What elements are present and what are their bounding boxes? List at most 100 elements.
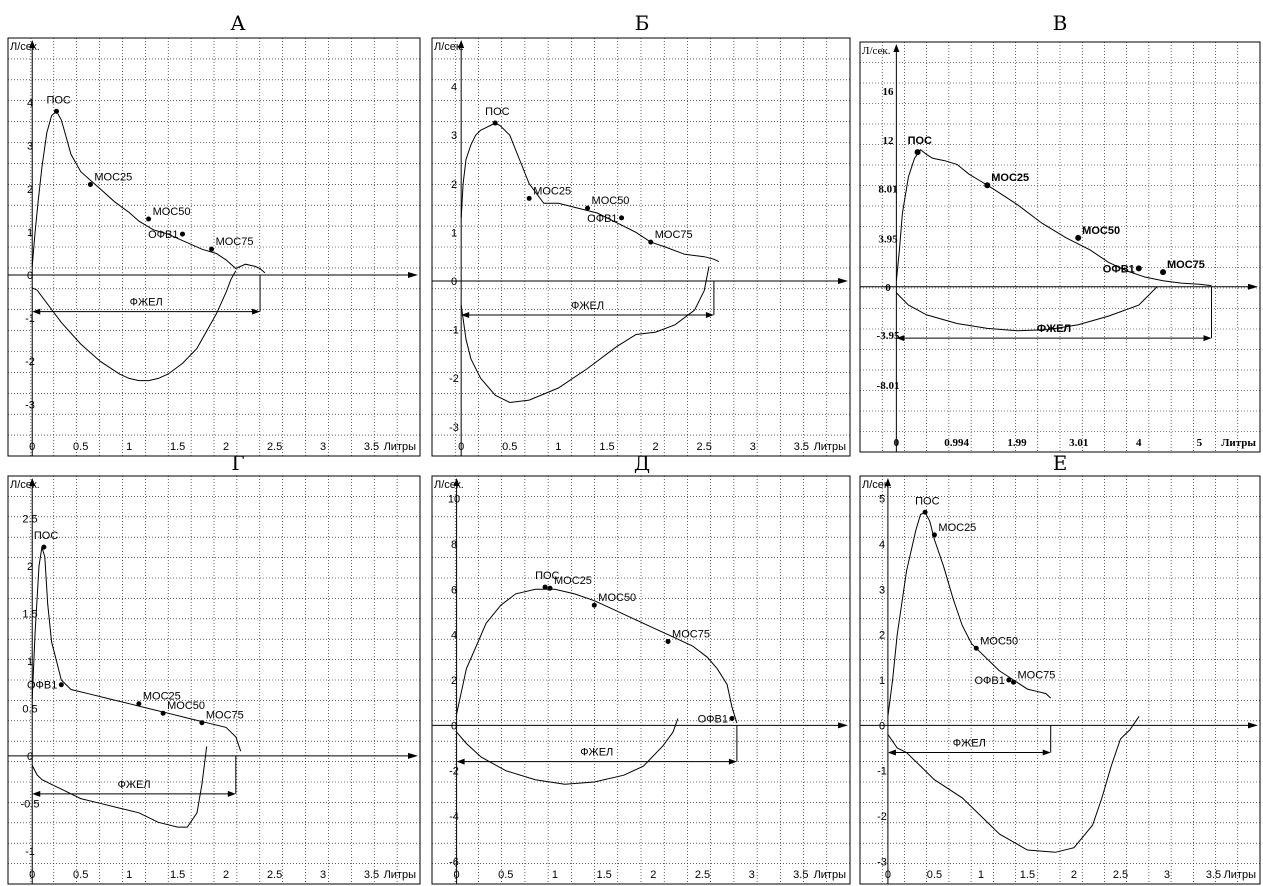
y-tick-label: -4 <box>449 811 459 823</box>
fvc-label: ФЖЕЛ <box>130 297 163 309</box>
x-tick-label: 1.5 <box>170 441 185 453</box>
x-tick-label: 2 <box>1071 869 1077 881</box>
y-tick-label: -1 <box>25 313 35 325</box>
x-tick-label: 1 <box>126 441 132 453</box>
marker-label: МОС75 <box>672 628 710 640</box>
x-tick-label: 3 <box>750 441 756 453</box>
x-tick-label: 0.5 <box>927 869 942 881</box>
fvc-arrow-left <box>896 335 905 342</box>
marker-label: МОС25 <box>143 691 181 703</box>
y-tick-label: 4 <box>879 539 885 551</box>
marker-label: ОФВ1 <box>148 229 178 241</box>
marker-point <box>729 716 735 722</box>
marker-point <box>591 602 597 608</box>
x-tick-label: 4 <box>1136 437 1142 449</box>
y-axis-arrow <box>893 44 900 52</box>
y-tick-label: 2 <box>27 184 33 196</box>
marker-point <box>41 544 47 550</box>
y-tick-label: 2 <box>27 561 33 573</box>
chart-panel: Б Л/сек. Литры 4 3 2 1 0 -1 -2 -3 0 0.5 1 1.5 2 2.5 3 3.5 Ф… <box>431 11 851 457</box>
x-tick-label: 2.5 <box>267 441 282 453</box>
x-tick-label: 1.99 <box>1007 437 1027 449</box>
marker-label: МОС50 <box>1082 225 1120 237</box>
fvc-arrow-right <box>1042 749 1051 756</box>
y-tick-label: 0.5 <box>22 703 37 715</box>
fvc-label: ФЖЕЛ <box>571 300 604 312</box>
marker-label: МОС50 <box>153 206 191 218</box>
plot-frame <box>431 37 851 457</box>
y-tick-label: 1 <box>451 227 457 239</box>
fvc-arrow-right <box>1203 335 1212 342</box>
marker-point <box>136 701 142 707</box>
y-tick-label: 2 <box>451 179 457 191</box>
marker-label: МОС75 <box>216 236 254 248</box>
marker-point <box>931 532 937 538</box>
fvc-arrow-left <box>456 758 465 765</box>
marker-label: ПОС <box>908 135 932 147</box>
marker-label: ОФВ1 <box>1103 263 1135 275</box>
y-tick-label: -2 <box>25 356 35 368</box>
marker-label: ОФВ1 <box>27 680 57 692</box>
x-tick-label: 1 <box>126 869 132 881</box>
y-tick-label: 3.95 <box>878 233 898 245</box>
marker-point <box>492 120 498 126</box>
y-tick-label: -3 <box>25 399 35 411</box>
marker-point <box>665 638 671 644</box>
marker-label: ПОС <box>34 530 58 542</box>
y-tick-label: 1 <box>879 675 885 687</box>
y-axis-label: Л/сек. <box>10 479 40 491</box>
y-tick-label: 2.5 <box>22 514 37 526</box>
x-axis-label: Литры <box>814 869 847 881</box>
marker-point <box>1135 265 1142 272</box>
x-tick-label: 3 <box>320 441 326 453</box>
chart-title: Г <box>231 451 244 475</box>
x-tick-label: 5 <box>1197 437 1203 449</box>
marker-label: МОС25 <box>938 522 976 534</box>
marker-label: ПОС <box>485 106 509 118</box>
marker-label: МОС75 <box>206 710 244 722</box>
marker-label: МОС25 <box>991 172 1029 184</box>
x-tick-label: 0.5 <box>73 441 88 453</box>
y-tick-label: 0 <box>451 720 457 732</box>
y-tick-label: -3 <box>449 422 459 434</box>
x-tick-label: 0.5 <box>73 869 88 881</box>
marker-label: ОФВ1 <box>974 675 1004 687</box>
y-tick-label: 6 <box>451 584 457 596</box>
y-tick-label: 4 <box>451 630 457 642</box>
chart-panel: Г Л/сек. Литры 2.5 2 1.5 1 0.5 0 -0.5 -1 0 0.5 1 1.5 2 2… <box>7 451 421 885</box>
marker-point <box>1006 677 1012 683</box>
y-tick-label: 3 <box>27 141 33 153</box>
marker-point <box>1160 269 1167 276</box>
y-axis-arrow <box>29 478 36 486</box>
x-axis-label: Литры <box>384 441 417 453</box>
x-tick-label: 3 <box>749 869 755 881</box>
marker-point <box>199 720 205 726</box>
x-tick-label: 0.5 <box>502 441 517 453</box>
fvc-arrow-left <box>461 312 470 319</box>
x-tick-label: 1.5 <box>599 441 614 453</box>
marker-point <box>547 585 553 591</box>
x-tick-label: 2 <box>223 869 229 881</box>
chart-panel: В Л/сек. Литры 16 12 8.01 3.95 0 -3.95 -8.01 0 0.99… <box>859 11 1261 453</box>
y-axis-label: Л/сек. <box>862 45 891 57</box>
fvc-label: ФЖЕЛ <box>117 779 150 791</box>
x-tick-label: 3.5 <box>1206 869 1221 881</box>
marker-point <box>160 710 166 716</box>
inspiration-curve <box>456 718 679 785</box>
chart-title: В <box>1053 11 1068 35</box>
y-tick-label: -2 <box>449 766 459 778</box>
y-tick-label: 3 <box>451 130 457 142</box>
x-axis-arrow <box>1248 722 1258 729</box>
x-tick-label: 2 <box>223 441 229 453</box>
y-tick-label: 4 <box>27 98 33 110</box>
marker-point <box>1075 234 1082 241</box>
x-tick-label: 0 <box>458 441 464 453</box>
x-tick-label: 0 <box>885 869 891 881</box>
y-axis-arrow <box>458 40 465 48</box>
y-axis-label: Л/сек. <box>862 479 892 491</box>
y-tick-label: 0 <box>879 720 885 732</box>
x-axis-label: Литры <box>814 441 847 453</box>
fvc-arrow-left <box>32 308 41 315</box>
y-axis-label: Л/сек. <box>10 41 40 53</box>
chart-title: А <box>230 11 245 35</box>
